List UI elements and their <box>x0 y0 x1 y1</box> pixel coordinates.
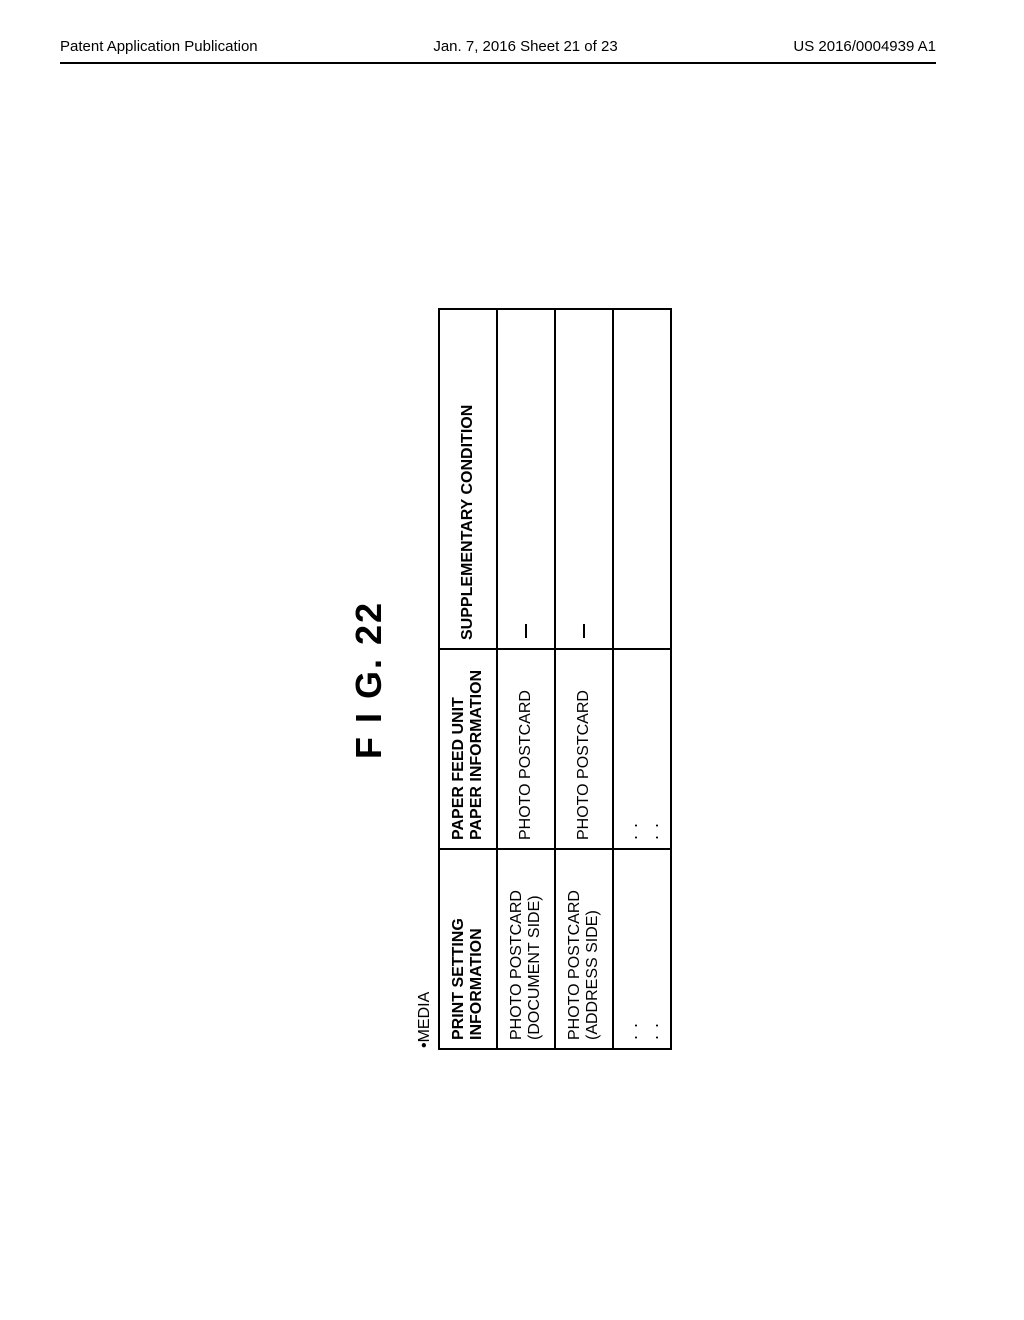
vertical-dots-icon: . .. . <box>621 1022 662 1040</box>
figure-inner: F I G. 22 •MEDIA PRINT SETTINGINFORMATIO… <box>348 310 672 1050</box>
cell-r2c3 <box>555 309 613 649</box>
vertical-dots-icon: . .. . <box>621 822 662 840</box>
cell-r2c1: PHOTO POSTCARD(ADDRESS SIDE) <box>555 849 613 1049</box>
table-row: PHOTO POSTCARD(DOCUMENT SIDE) PHOTO POST… <box>497 309 555 1049</box>
header-center: Jan. 7, 2016 Sheet 21 of 23 <box>433 38 617 55</box>
figure-label: F I G. 22 <box>348 310 390 1050</box>
cell-r1c3 <box>497 309 555 649</box>
col-header-1: PRINT SETTINGINFORMATION <box>439 849 497 1049</box>
header-right: US 2016/0004939 A1 <box>793 38 936 55</box>
section-title: •MEDIA <box>416 310 434 1050</box>
figure-rotated-container: F I G. 22 •MEDIA PRINT SETTINGINFORMATIO… <box>348 310 672 1050</box>
cell-r3c1: . .. . <box>613 849 671 1049</box>
table-row: . .. . . .. . <box>613 309 671 1049</box>
cell-r1c1: PHOTO POSTCARD(DOCUMENT SIDE) <box>497 849 555 1049</box>
cell-r3c3 <box>613 309 671 649</box>
cell-r3c2: . .. . <box>613 649 671 849</box>
dash-icon <box>525 624 527 638</box>
cell-r1c2: PHOTO POSTCARD <box>497 649 555 849</box>
page: Patent Application Publication Jan. 7, 2… <box>0 0 1024 1320</box>
page-header: Patent Application Publication Jan. 7, 2… <box>0 38 1024 55</box>
cell-r2c2: PHOTO POSTCARD <box>555 649 613 849</box>
header-left: Patent Application Publication <box>60 38 258 55</box>
media-table: PRINT SETTINGINFORMATION PAPER FEED UNIT… <box>438 308 672 1050</box>
col-header-2: PAPER FEED UNITPAPER INFORMATION <box>439 649 497 849</box>
col-header-3: SUPPLEMENTARY CONDITION <box>439 309 497 649</box>
header-rule <box>60 62 936 64</box>
dash-icon <box>583 624 585 638</box>
table-row: PHOTO POSTCARD(ADDRESS SIDE) PHOTO POSTC… <box>555 309 613 1049</box>
table-header-row: PRINT SETTINGINFORMATION PAPER FEED UNIT… <box>439 309 497 1049</box>
